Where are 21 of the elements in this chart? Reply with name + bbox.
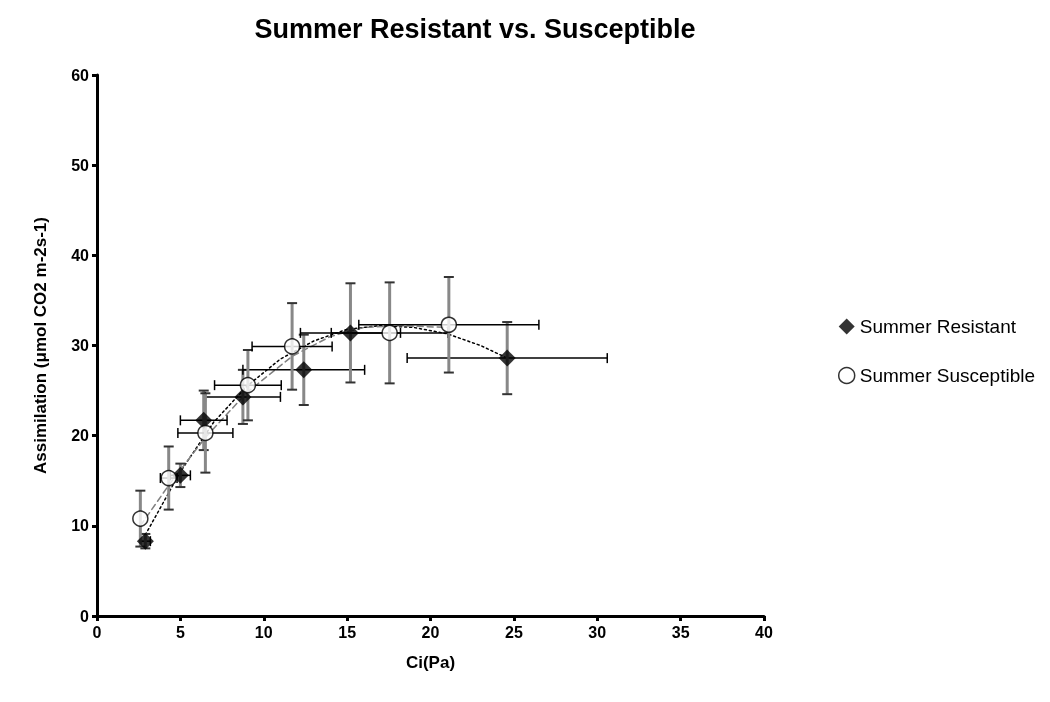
x-tick-label: 5 <box>175 623 185 641</box>
y-tick-label: 60 <box>71 66 90 84</box>
x-axis-title: Ci(Pa) <box>405 653 456 672</box>
chart-title: Summer Resistant vs. Susceptible <box>254 13 696 44</box>
x-tick-label: 40 <box>755 623 773 641</box>
y-tick-label: 40 <box>71 246 90 264</box>
legend-label: Summer Resistant <box>859 316 1017 337</box>
x-tick-label: 25 <box>504 623 523 641</box>
x-tick-label: 35 <box>671 623 690 641</box>
y-axis-title: Assimilation (μmol CO2 m-2s-1) <box>31 217 50 474</box>
y-tick-label: 50 <box>71 156 90 174</box>
x-tick-label: 10 <box>254 623 273 641</box>
y-tick-label: 20 <box>71 427 90 445</box>
x-tick-label: 15 <box>338 623 357 641</box>
y-tick-label: 0 <box>80 607 90 625</box>
y-tick-label: 10 <box>71 517 90 535</box>
x-tick-label: 20 <box>421 623 440 641</box>
x-tick-label: 30 <box>588 623 607 641</box>
y-tick-label: 30 <box>71 337 90 354</box>
legend-label: Summer Susceptible <box>859 365 1035 386</box>
x-tick-label: 0 <box>92 623 102 641</box>
